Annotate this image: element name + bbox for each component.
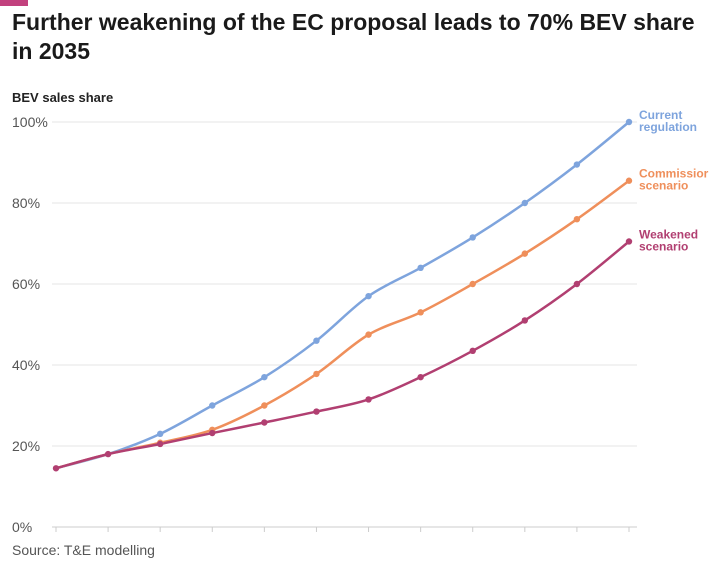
y-tick-label: 20% [12,438,40,454]
data-point-current-regulation [313,337,320,344]
y-tick-labels: 0% 20% 40% 60% 80% 100% [12,114,48,535]
data-point-weakened-scenario [209,429,216,437]
data-point-current-regulation [365,292,372,300]
data-point-commissior-scenario [573,216,581,223]
data-point-weakened-scenario [104,450,112,458]
series-label-current-regulation: Current regulation [639,108,697,134]
data-point-weakened-scenario [156,440,164,448]
data-point-current-regulation [261,373,268,381]
data-point-weakened-scenario [365,396,372,403]
data-point-current-regulation [209,402,216,409]
data-point-weakened-scenario [573,280,581,288]
accent-bar [0,0,28,6]
data-point-current-regulation [521,199,529,207]
data-point-commissior-scenario [469,280,476,288]
data-point-commissior-scenario [313,370,320,378]
series-labels: Current regulation Commissior scenario Weake… [639,108,709,253]
data-point-current-regulation [469,234,476,241]
data-point-weakened-scenario [469,347,476,355]
series-line-commissior-scenario [54,179,631,470]
y-tick-label: 0% [12,519,32,535]
y-tick-label: 80% [12,195,40,211]
data-point-commissior-scenario [521,250,529,257]
series-lines [54,120,631,470]
data-point-commissior-scenario [261,402,268,409]
data-point-weakened-scenario [521,317,529,324]
series-line-weakened-scenario [54,240,631,470]
y-tick-label: 100% [12,114,48,130]
series-label-commissior-scenario: Commissior scenario [639,167,709,193]
data-point-weakened-scenario [52,465,60,472]
series-markers [52,118,633,472]
series-label-weakened-scenario: Weakened scenario [639,227,698,253]
data-point-current-regulation [417,264,424,271]
data-point-commissior-scenario [365,331,372,338]
chart-title: Further weakening of the EC proposal lea… [12,9,695,64]
grid-lines [52,121,637,528]
data-point-current-regulation [625,118,633,126]
source-note: Source: T&E modelling [12,542,155,558]
data-point-weakened-scenario [625,238,633,245]
y-axis-label: BEV sales share [12,90,114,105]
series-line-current-regulation [54,120,631,470]
y-tick-label: 60% [12,276,40,292]
data-point-weakened-scenario [417,373,424,381]
y-tick-label: 40% [12,357,40,373]
data-point-current-regulation [156,430,164,438]
data-point-weakened-scenario [313,408,320,415]
data-point-weakened-scenario [261,419,268,426]
data-point-commissior-scenario [417,309,424,316]
data-point-current-regulation [573,161,581,168]
data-point-commissior-scenario [625,177,633,184]
x-tick-marks [55,527,630,532]
